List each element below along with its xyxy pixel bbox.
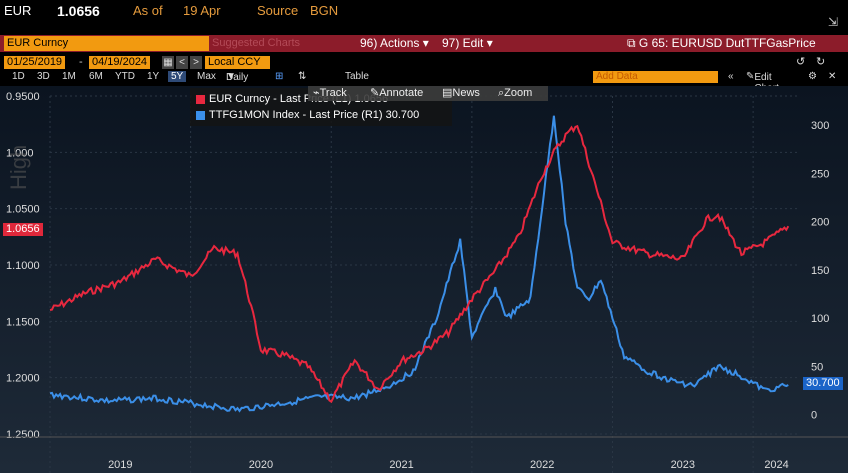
security-field[interactable]: EUR Curncy — [4, 36, 209, 51]
end-date-input[interactable]: 04/19/2024 — [89, 56, 151, 69]
period-1m[interactable]: 1M — [62, 71, 76, 82]
header-ticker: EUR — [4, 3, 32, 18]
collapse-icon[interactable]: « — [728, 71, 734, 82]
redo-icon[interactable]: ↻ — [816, 56, 826, 68]
left-tick-label: 1.2500 — [6, 429, 40, 441]
legend-swatch-gas — [196, 110, 205, 120]
x-tick-label: 2021 — [389, 459, 413, 471]
header-source-value: BGN — [310, 3, 339, 18]
right-tick-label: 150 — [811, 265, 829, 277]
add-data-input[interactable]: Add Data — [593, 71, 718, 83]
chart-grid — [49, 95, 800, 473]
news-tool[interactable]: ▤ News — [442, 87, 480, 99]
security-header: EUR 1.0656 As of 19 Apr Source BGN ⇲ — [0, 0, 848, 29]
period-1y[interactable]: 1Y — [147, 71, 160, 82]
frequency-label: Daily — [226, 72, 249, 83]
price-chart[interactable]: 0.9500 1.000 1.0500 1.1000 1.1500 1.2000 1.250… — [0, 86, 848, 473]
x-tick-label: 2023 — [671, 459, 695, 471]
legend-entry-gas: TTFG1MON Index - Last Price (R1) 30.700 — [196, 108, 419, 122]
left-tick-label: 1.1500 — [6, 316, 40, 328]
header-price: 1.0656 — [57, 3, 100, 19]
period-row: 1D 3D 1M 6M YTD 1Y 5Y Max Daily ▼ ⊞ ⇅ Ta… — [0, 70, 848, 94]
left-axis: 0.9500 1.000 1.0500 1.1000 1.1500 1.2000 1.250… — [6, 91, 40, 441]
left-tick-label: 1.0500 — [6, 204, 40, 216]
header-source-label: Source — [257, 3, 299, 18]
start-date-input[interactable]: 01/25/2019 — [4, 56, 66, 69]
x-tick-label: 2022 — [530, 459, 554, 471]
left-tick-label: 0.9500 — [6, 91, 40, 103]
zoom-tool[interactable]: ⌕ Zoom — [498, 87, 533, 99]
date-separator: - — [79, 56, 83, 68]
edit-chart-button[interactable]: ✎ Edit Chart — [746, 71, 779, 94]
frequency-select[interactable]: Daily ▼ — [226, 71, 249, 83]
chart-title: ⧉ G 65: EURUSD DutTTFGasPrice — [627, 36, 816, 51]
left-tick-label: 1.2000 — [6, 373, 40, 385]
chart-background — [0, 86, 848, 473]
series-line-eur — [49, 124, 790, 404]
period-max[interactable]: Max — [197, 71, 216, 82]
period-1d[interactable]: 1D — [12, 71, 25, 82]
left-tick-label: 1.000 — [6, 147, 34, 159]
actions-label: 96) Actions — [360, 36, 420, 50]
edit-label: 97) Edit — [442, 36, 484, 50]
x-tick-label: 2020 — [249, 459, 273, 471]
right-tick-label: 50 — [811, 361, 823, 373]
edit-menu-button[interactable]: 97) Edit ▾ — [442, 36, 493, 50]
gas-last-price-tag: 30.700 — [803, 377, 843, 390]
undo-icon[interactable]: ↺ — [796, 56, 806, 68]
actions-menu-button[interactable]: 96) Actions ▾ — [360, 36, 429, 50]
right-axis: 300 250 200 150 100 50 0 — [811, 120, 829, 422]
legend-swatch-eur — [196, 94, 205, 104]
watermark-text: High — [6, 144, 31, 190]
chart-type-icon[interactable]: ⊞ — [275, 71, 284, 82]
chart-id-label: G 65: EURUSD DutTTFGasPrice — [638, 36, 816, 50]
indicator-icon[interactable]: ⇅ — [298, 71, 307, 82]
close-icon[interactable]: ✕ — [828, 71, 837, 82]
annotate-tool[interactable]: ✎ Annotate — [370, 87, 424, 99]
header-as-of-date: 19 Apr — [183, 3, 221, 18]
suggested-charts-button[interactable]: Suggested Charts — [212, 37, 301, 49]
chart-link-icon[interactable]: ⧉ — [627, 36, 636, 50]
right-tick-label: 200 — [811, 217, 829, 229]
eur-last-price-tag: 1.0656 — [3, 223, 43, 236]
period-6m[interactable]: 6M — [89, 71, 103, 82]
x-axis: 2019 2020 2021 2022 2023 2024 — [0, 436, 848, 471]
annotate-label: Annotate — [379, 87, 424, 99]
header-as-of-label: As of — [133, 3, 163, 18]
news-label: News — [452, 87, 480, 99]
prev-period-icon[interactable]: < — [176, 56, 188, 69]
currency-select[interactable]: Local CCY — [205, 56, 270, 69]
next-period-icon[interactable]: > — [190, 56, 202, 69]
zoom-label: Zoom — [504, 87, 533, 99]
track-label: Track — [319, 87, 347, 99]
calendar-icon[interactable]: ▦ — [162, 56, 174, 69]
left-tick-label: 1.1000 — [6, 260, 40, 272]
right-tick-label: 0 — [811, 410, 817, 422]
period-5y[interactable]: 5Y — [168, 71, 187, 82]
legend-label-gas: TTFG1MON Index - Last Price (R1) 30.700 — [209, 109, 420, 121]
chart-tools-popup: ⌁ Track ✎ Annotate ▤ News ⌕ Zoom — [308, 86, 548, 101]
period-3d[interactable]: 3D — [37, 71, 50, 82]
right-tick-label: 250 — [811, 168, 829, 180]
x-tick-label: 2019 — [108, 459, 132, 471]
expand-icon[interactable]: ⇲ — [828, 15, 839, 29]
table-button[interactable]: Table — [345, 71, 369, 82]
command-bar — [0, 35, 848, 52]
right-tick-label: 300 — [811, 120, 829, 132]
x-tick-label: 2024 — [764, 459, 788, 471]
right-tick-label: 100 — [811, 313, 829, 325]
settings-icon[interactable]: ⚙ — [808, 71, 817, 82]
track-tool[interactable]: ⌁ Track — [313, 87, 347, 99]
period-ytd[interactable]: YTD — [115, 71, 135, 82]
